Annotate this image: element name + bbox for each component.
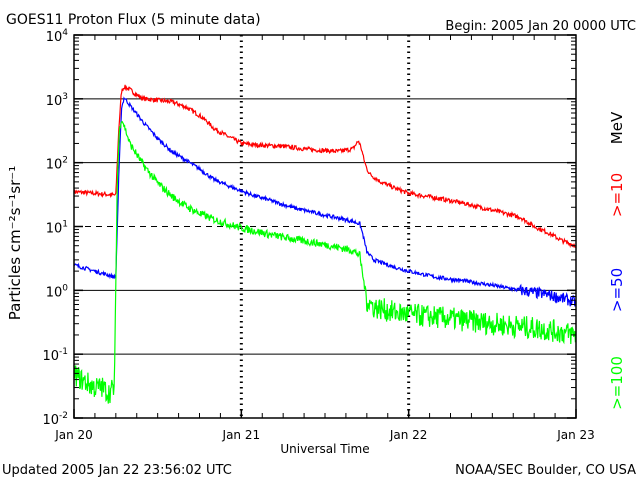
x-tick-label: Jan 22	[389, 428, 428, 442]
plot-area	[74, 35, 576, 418]
source-label: NOAA/SEC Boulder, CO USA	[455, 463, 636, 478]
series-line	[73, 120, 576, 404]
y-tick-label: 101	[46, 220, 68, 237]
series-line	[73, 96, 576, 307]
grid-layer	[74, 35, 576, 418]
x-axis-label: Universal Time	[280, 442, 369, 456]
y-tick-label: 100	[46, 283, 69, 300]
y-tick-label: 104	[46, 28, 69, 45]
legend: >=10 >=50 >=100	[608, 173, 626, 410]
y-tick-label: 103	[46, 92, 68, 109]
series-line	[73, 84, 576, 249]
x-tick-label: Jan 21	[222, 428, 261, 442]
tick-layer: 10-2 10-1 100 101 102 103 104 Jan 20 Jan 21 Jan 2…	[42, 28, 594, 442]
legend-entry: >=10	[608, 173, 626, 217]
y-axis-label: Particles cm⁻²s⁻¹sr⁻¹	[6, 166, 24, 320]
x-tick-label: Jan 20	[54, 428, 93, 442]
y-tick-label: 10-2	[42, 411, 68, 428]
chart-title: GOES11 Proton Flux (5 minute data)	[6, 12, 261, 28]
begin-time-label: Begin: 2005 Jan 20 0000 UTC	[445, 19, 636, 34]
series-layer	[73, 84, 576, 404]
y-tick-label: 10-1	[42, 347, 68, 364]
unit-label: MeV	[608, 111, 626, 144]
legend-entry: >=50	[608, 268, 626, 312]
legend-entry: >=100	[608, 356, 626, 410]
updated-timestamp: Updated 2005 Jan 22 23:56:02 UTC	[2, 463, 232, 478]
x-tick-label: Jan 23	[556, 428, 595, 442]
y-tick-label: 102	[46, 156, 68, 173]
